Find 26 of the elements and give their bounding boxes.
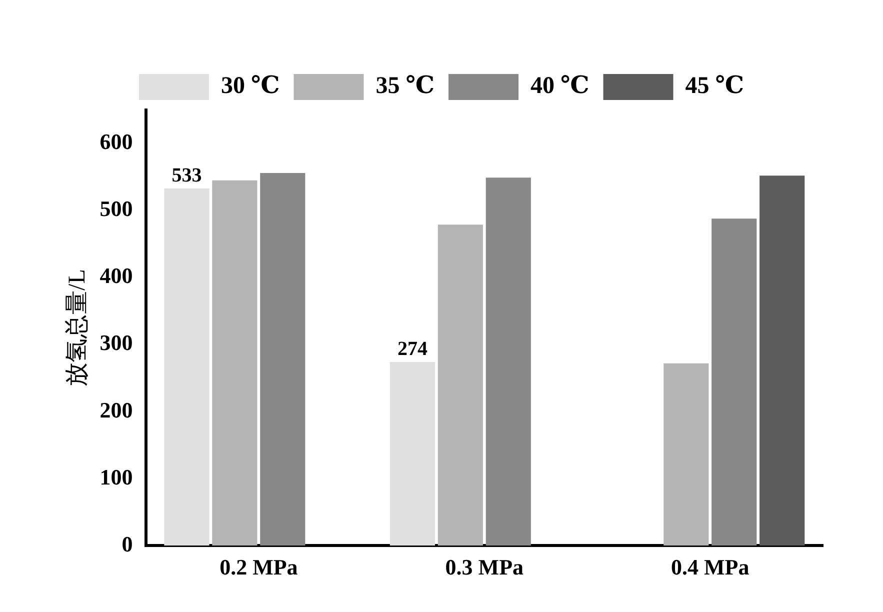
y-tick-label: 400 bbox=[100, 263, 133, 288]
bar bbox=[260, 172, 306, 546]
y-tick-label: 500 bbox=[100, 196, 133, 222]
y-tick-label: 0 bbox=[122, 531, 133, 556]
y-tick-label: 600 bbox=[100, 129, 133, 154]
y-tick-label: 300 bbox=[100, 330, 133, 356]
bar bbox=[486, 178, 531, 546]
bar bbox=[212, 180, 258, 546]
data-label: 533 bbox=[172, 164, 202, 187]
legend-label: 45 ℃ bbox=[685, 73, 744, 100]
data-label: 274 bbox=[397, 338, 428, 360]
x-tick-label: 0.4 MPa bbox=[671, 554, 750, 580]
bar bbox=[164, 188, 210, 546]
y-tick-label: 200 bbox=[100, 397, 133, 422]
y-tick-label: 100 bbox=[100, 464, 133, 490]
bar bbox=[712, 218, 757, 546]
y-axis-title: 放氢总量/L bbox=[64, 269, 91, 386]
bar bbox=[760, 176, 805, 546]
x-tick-label: 0.2 MPa bbox=[220, 554, 298, 580]
x-tick-label: 0.3 MPa bbox=[445, 554, 524, 580]
bar bbox=[664, 363, 709, 546]
legend-label: 35 ℃ bbox=[376, 73, 435, 100]
bar bbox=[390, 362, 435, 546]
legend-label: 30 ℃ bbox=[220, 73, 280, 100]
bar bbox=[438, 224, 483, 546]
legend-label: 40 ℃ bbox=[530, 73, 590, 100]
